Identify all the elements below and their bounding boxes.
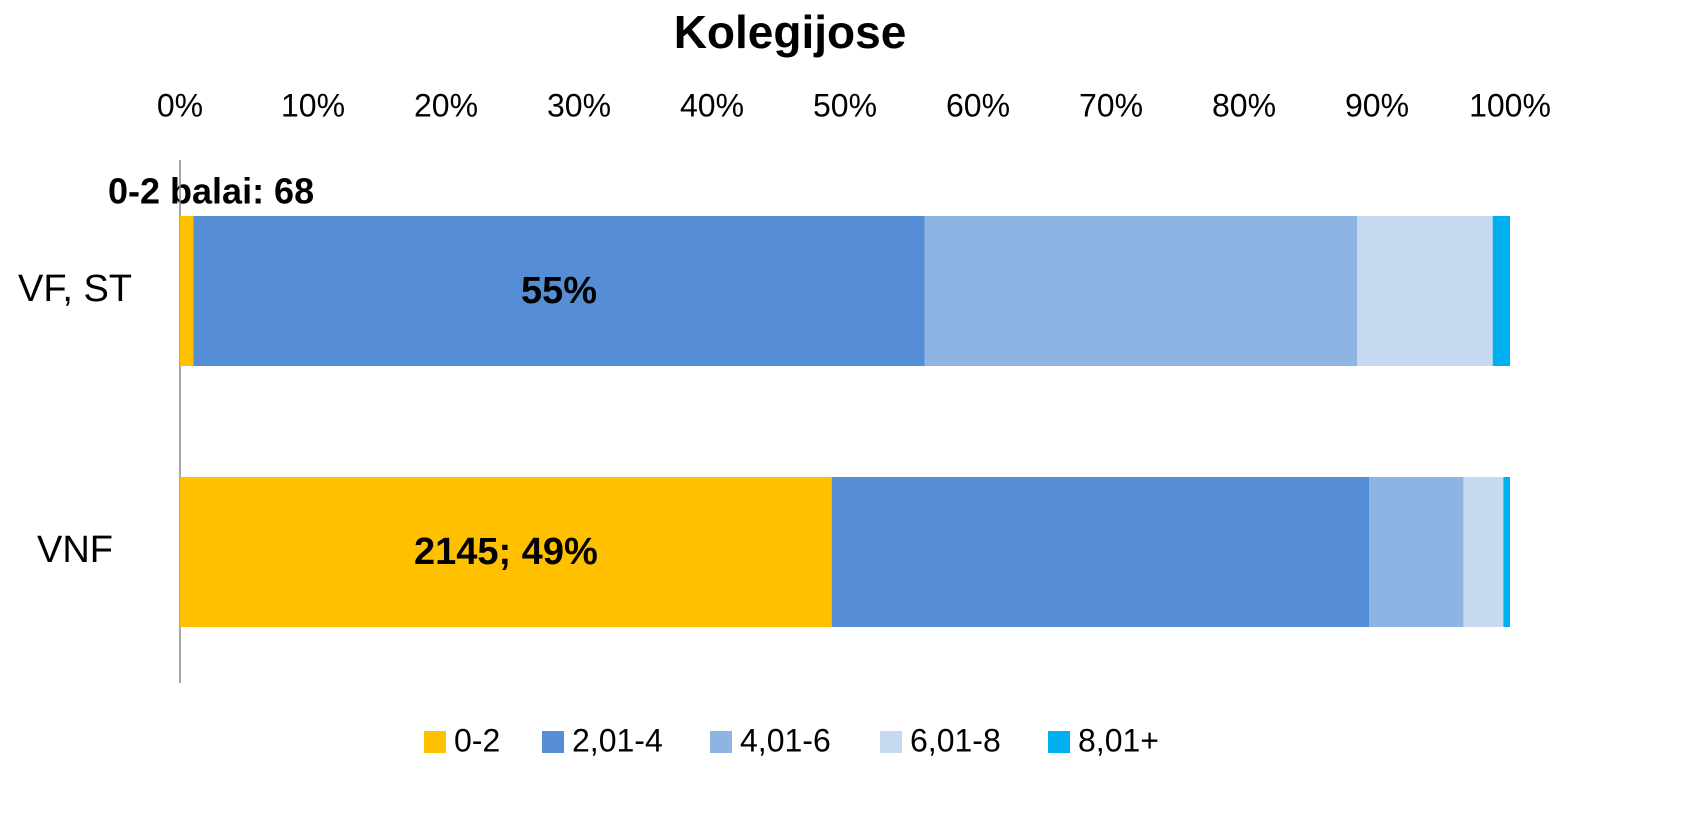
bar-segment	[831, 477, 1370, 627]
x-tick-label: 100%	[1469, 87, 1551, 123]
legend-swatch	[1048, 731, 1070, 753]
bar-segment	[193, 216, 925, 366]
x-tick-label: 0%	[157, 87, 203, 123]
bar-segment	[1369, 477, 1464, 627]
legend-swatch	[710, 731, 732, 753]
annotation: 0-2 balai: 68	[108, 171, 314, 212]
x-tick-label: 60%	[946, 87, 1010, 123]
legend-label: 8,01+	[1078, 722, 1159, 758]
bar-segment	[1492, 216, 1510, 366]
bar-segment	[924, 216, 1358, 366]
x-tick-label: 50%	[813, 87, 877, 123]
legend-label: 4,01-6	[740, 722, 831, 758]
legend-label: 2,01-4	[572, 722, 663, 758]
x-tick-label: 10%	[281, 87, 345, 123]
bar-segment	[180, 216, 194, 366]
bar-segment	[1503, 477, 1510, 627]
x-tick-label: 20%	[414, 87, 478, 123]
bar-segment	[1357, 216, 1493, 366]
legend-swatch	[880, 731, 902, 753]
x-tick-label: 90%	[1345, 87, 1409, 123]
y-tick-label: VF, ST	[18, 268, 132, 310]
x-tick-label: 70%	[1079, 87, 1143, 123]
bar-segment	[180, 477, 832, 627]
x-tick-label: 40%	[680, 87, 744, 123]
bar-segment	[1463, 477, 1504, 627]
data-label: 2145; 49%	[414, 531, 598, 573]
legend-label: 0-2	[454, 722, 500, 758]
legend-label: 6,01-8	[910, 722, 1001, 758]
x-tick-label: 30%	[547, 87, 611, 123]
chart-title: Kolegijose	[674, 6, 907, 58]
x-tick-label: 80%	[1212, 87, 1276, 123]
legend-swatch	[424, 731, 446, 753]
legend-swatch	[542, 731, 564, 753]
y-tick-label: VNF	[37, 529, 113, 571]
data-label: 55%	[521, 270, 597, 312]
